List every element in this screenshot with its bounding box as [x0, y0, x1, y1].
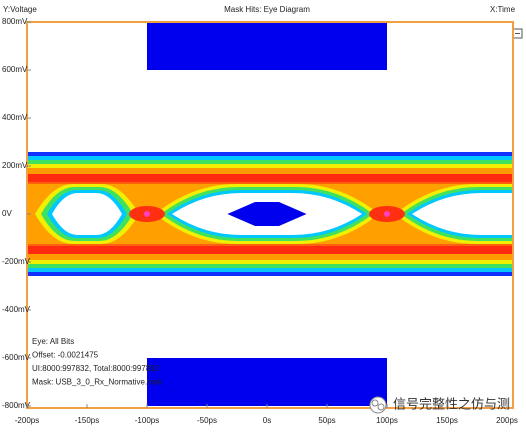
info-box: Eye: All Bits Offset: -0.0021475 UI:8000:9…	[32, 337, 163, 387]
info-line: Eye: All Bits	[32, 337, 74, 346]
plot-border	[26, 21, 514, 409]
plot-area	[27, 22, 513, 406]
mask-region	[147, 358, 387, 406]
info-line: Offset: -0.0021475	[32, 351, 99, 360]
y-tick-label: 800mV	[2, 17, 28, 26]
mask-region	[147, 22, 387, 70]
x-tick-label: 150ps	[436, 416, 458, 425]
y-tick-label: 200mV	[2, 161, 28, 170]
watermark-icon	[369, 396, 387, 414]
y-tick-label: -600mV	[2, 353, 31, 362]
x-axis-label: X:Time	[490, 5, 516, 14]
chart-title: Mask Hits: Eye Diagram	[224, 5, 310, 14]
x-tick-label: -200ps	[15, 416, 39, 425]
y-tick-label: 400mV	[2, 113, 28, 122]
watermark-icon-part	[371, 399, 379, 407]
x-tick-label: -100ps	[135, 416, 159, 425]
eye-opening	[412, 193, 513, 235]
eye-rail	[27, 174, 513, 182]
y-tick-label: 600mV	[2, 65, 28, 74]
x-tick-label: 50ps	[318, 416, 335, 425]
x-tick-label: 100ps	[376, 416, 398, 425]
y-tick-label: -200mV	[2, 257, 31, 266]
y-tick-label: -400mV	[2, 305, 31, 314]
info-line: Mask: USB_3_0_Rx_Normative.msk	[32, 378, 163, 387]
eye-crossing-peak	[144, 211, 150, 217]
x-tick-label: 200ps	[496, 416, 518, 425]
y-axis-label: Y:Voltage	[3, 5, 37, 14]
y-tick-label: -800mV	[2, 401, 31, 410]
eye-opening	[52, 193, 122, 235]
x-tick-label: -50ps	[197, 416, 217, 425]
info-line: UI:8000:997832, Total:8000:997832	[32, 364, 160, 373]
x-tick-label: -150ps	[75, 416, 99, 425]
watermark-icon-part	[377, 403, 385, 411]
x-tick-label: 0s	[263, 416, 271, 425]
y-tick-label: 0V	[2, 209, 12, 218]
watermark: 信号完整性之仿与测	[393, 396, 510, 411]
eye-rail	[27, 246, 513, 254]
mask-region	[227, 202, 307, 226]
eye-crossing-peak	[384, 211, 390, 217]
